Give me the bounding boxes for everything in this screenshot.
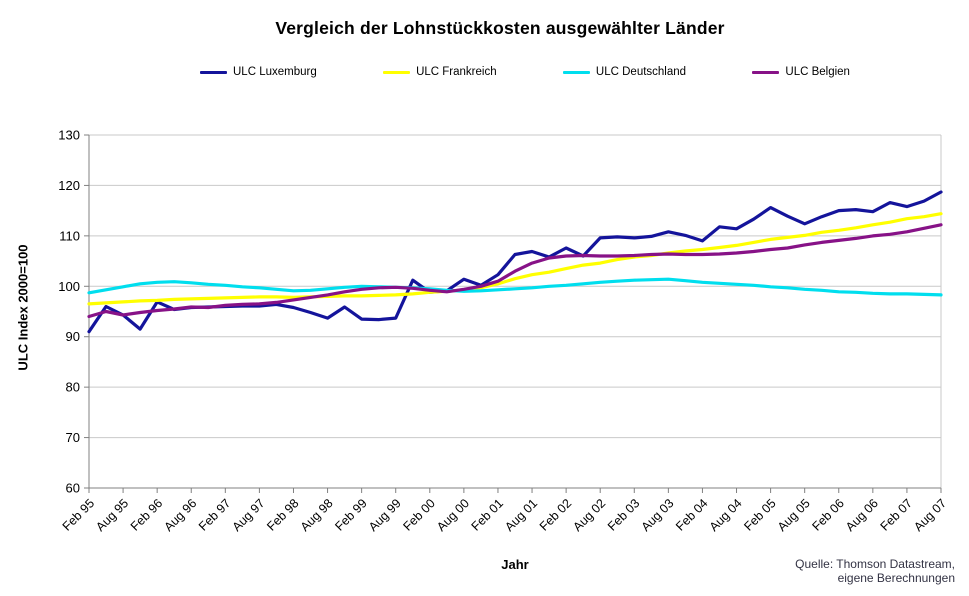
- legend-label-frankreich: ULC Frankreich: [416, 66, 497, 78]
- x-tick-label: Feb 01: [469, 496, 506, 533]
- x-tick-label: Aug 06: [843, 496, 881, 534]
- y-tick-label: 60: [66, 481, 80, 496]
- legend-swatch-belgien: [752, 70, 780, 74]
- legend-swatch-luxemburg: [200, 70, 227, 74]
- x-tick-label: Aug 96: [161, 496, 199, 534]
- x-tick-label: Aug 05: [775, 496, 813, 534]
- x-tick-label: Feb 95: [60, 496, 97, 533]
- x-tick-label: Aug 04: [707, 496, 745, 534]
- x-tick-label: Feb 00: [400, 496, 437, 533]
- x-tick-label: Aug 98: [298, 496, 336, 534]
- x-tick-label: Aug 07: [911, 496, 949, 534]
- source-line-1: Quelle: Thomson Datastream,: [795, 557, 955, 571]
- x-tick-label: Feb 99: [332, 496, 369, 533]
- x-tick-label: Feb 07: [878, 496, 915, 533]
- legend-item-belgien: ULC Belgien: [752, 66, 850, 78]
- gridlines: [89, 134, 942, 488]
- y-axis-title: ULC Index 2000=100: [15, 244, 31, 371]
- x-tick-label: Feb 06: [809, 496, 846, 533]
- series-line-ulc-belgien: [87, 223, 943, 319]
- series-lines: [87, 190, 943, 334]
- legend-label-luxemburg: ULC Luxemburg: [233, 66, 317, 78]
- x-tick-label: Feb 98: [264, 496, 301, 533]
- x-tick-label: Feb 96: [128, 496, 165, 533]
- x-tick-label: Aug 99: [366, 496, 404, 534]
- source-line-2: eigene Berechnungen: [837, 571, 955, 585]
- series-line-ulc-frankreich: [87, 212, 943, 306]
- source-note: Quelle: Thomson Datastream, eigene Berec…: [795, 557, 955, 585]
- x-tick-label: Aug 95: [93, 496, 131, 534]
- y-tick-label: 80: [66, 380, 80, 395]
- x-tick-label: Aug 97: [230, 496, 268, 534]
- legend-label-deutschland: ULC Deutschland: [595, 66, 687, 78]
- legend-label-belgien: ULC Belgien: [785, 66, 850, 78]
- legend-item-deutschland: ULC Deutschland: [562, 66, 687, 78]
- series-line-ulc-deutschland: [87, 277, 943, 297]
- legend-item-frankreich: ULC Frankreich: [383, 66, 497, 78]
- y-tick-label: 100: [58, 279, 80, 294]
- x-tick-label: Aug 03: [639, 496, 677, 534]
- y-tick-label: 70: [66, 430, 80, 445]
- x-tick-label: Feb 02: [537, 496, 574, 533]
- x-tick-label: Feb 05: [741, 496, 778, 533]
- x-tick-label: Feb 04: [673, 496, 710, 533]
- x-tick-label: Aug 02: [570, 496, 608, 534]
- x-tick-label: Feb 03: [605, 496, 642, 533]
- chart-title: Vergleich der Lohnstückkosten ausgewählt…: [275, 18, 725, 38]
- legend-swatch-frankreich: [383, 70, 411, 74]
- legend: ULC Luxemburg ULC Frankreich ULC Deutsch…: [200, 66, 850, 78]
- y-tick-label: 90: [66, 329, 80, 344]
- x-tick-label: Feb 97: [196, 496, 233, 533]
- series-line-ulc-luxemburg: [87, 190, 943, 334]
- y-tick-label: 110: [59, 228, 80, 243]
- y-tick-label: 130: [58, 128, 80, 143]
- x-tick-label: Aug 01: [502, 496, 540, 534]
- x-axis-title: Jahr: [501, 557, 529, 572]
- legend-item-luxemburg: ULC Luxemburg: [200, 66, 317, 78]
- x-tick-label: Aug 00: [434, 496, 472, 534]
- y-tick-label: 120: [58, 178, 80, 193]
- legend-swatch-deutschland: [562, 70, 590, 74]
